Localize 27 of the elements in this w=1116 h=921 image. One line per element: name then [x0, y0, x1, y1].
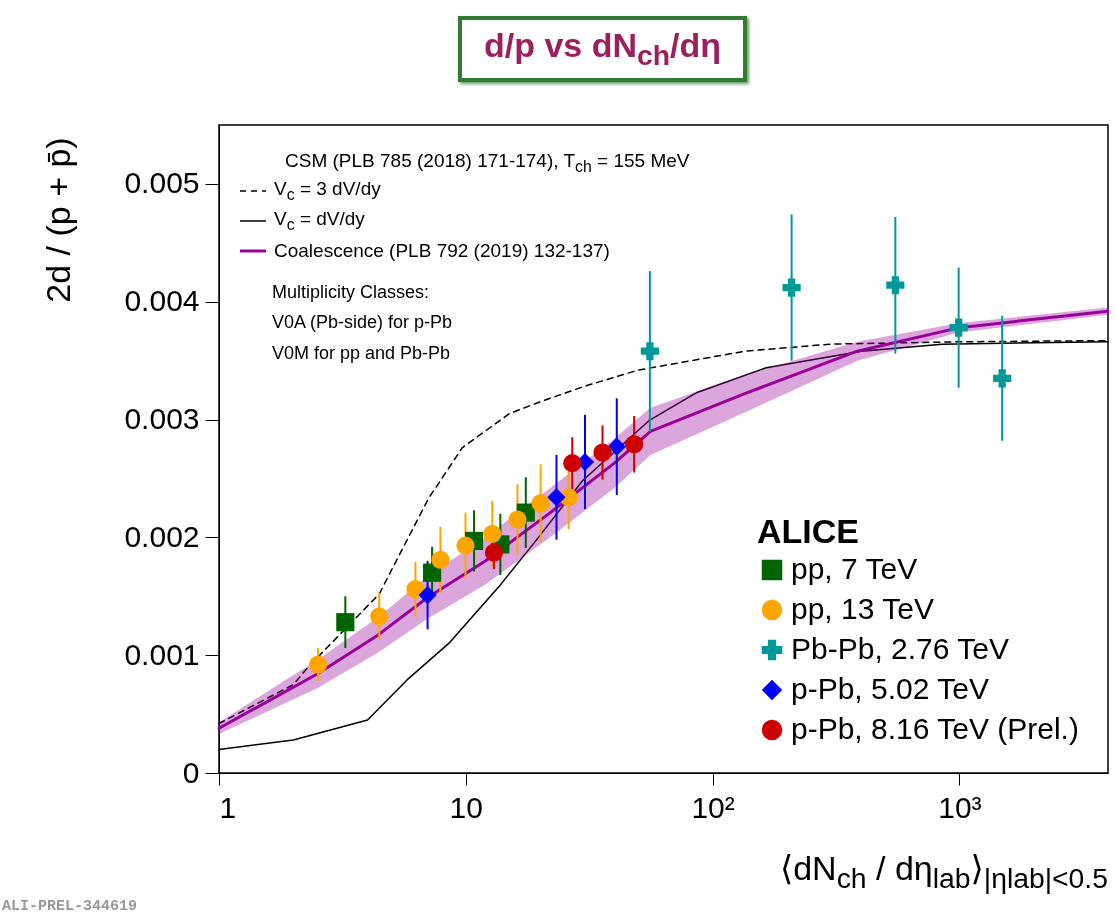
y-tick-label: 0.005: [124, 166, 200, 200]
annotation: V0A (Pb-side) for p-Pb: [272, 312, 453, 333]
annotation: V0M for pp and Pb-Pb: [272, 343, 451, 364]
legend-label: pp, 13 TeV: [791, 592, 934, 625]
legend-label: V$_{c}$ = dV/dy: [274, 208, 365, 234]
legend-label: p-Pb, 8.16 TeV (Prel.): [791, 712, 1079, 745]
chart-title: d/p vs dN$_{ch}$/dη: [458, 16, 748, 82]
x-axis-title: ⟨dN$_{ch}$ / dη$_{lab}$⟩$_{|ηlab|<0.5}$: [779, 848, 1108, 895]
y-tick-label: 0.002: [124, 519, 200, 553]
legend-label: pp, 7 TeV: [791, 552, 918, 585]
y-tick-label: 0.003: [124, 402, 200, 436]
x-tick-label: 10: [449, 790, 483, 824]
y-tick-label: 0.004: [124, 284, 200, 318]
legend-label: V$_{c}$ = 3 dV/dy: [274, 178, 381, 204]
x-tick-label: 10²: [691, 790, 735, 824]
legend-label: Pb-Pb, 2.76 TeV: [791, 632, 1009, 665]
y-tick-label: 0: [182, 755, 200, 789]
x-tick-label: 1: [219, 790, 237, 824]
annotation: CSM (PLB 785 (2018) 171-174), T$_{ch}$ = 155 MeV: [285, 150, 690, 176]
legend-label: Coalescence (PLB 792 (2019) 132-137): [274, 240, 610, 262]
legend-label: p-Pb, 5.02 TeV: [791, 672, 989, 705]
y-axis-title: 2d / (p + p̄): [38, 137, 78, 303]
legend-title: ALICE: [757, 512, 859, 550]
annotation: Multiplicity Classes:: [272, 282, 430, 303]
text: ALI-PREL-344619: [2, 898, 138, 915]
y-tick-label: 0.001: [124, 637, 200, 671]
x-tick-label: 10³: [938, 790, 982, 824]
